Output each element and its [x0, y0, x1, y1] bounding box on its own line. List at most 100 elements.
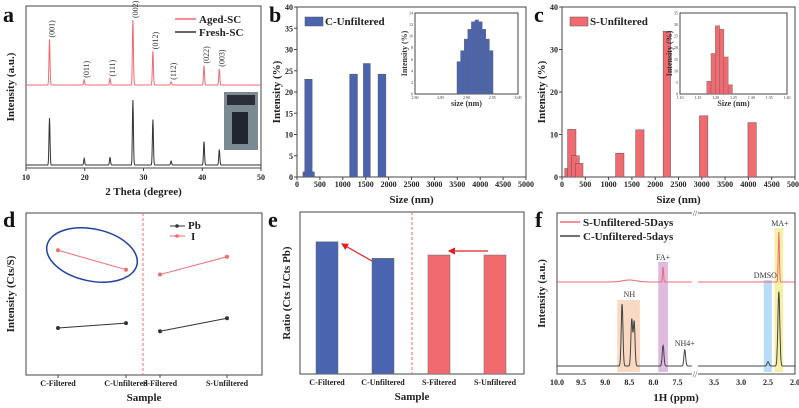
legend-label-c: C-Unfiltered-5days: [583, 231, 674, 243]
inset-y-tick-label-c: 5: [676, 80, 678, 85]
series-c-unfiltered: [698, 291, 795, 367]
bar-c: [747, 122, 757, 178]
inset-bar-b: [489, 50, 494, 95]
plot-frame-d: [25, 212, 263, 376]
inset-y-tick-label-b: 4: [411, 68, 413, 73]
inset-bar-b: [485, 38, 490, 95]
inset-y-tick-label-c: 30: [674, 22, 678, 27]
plot-frame-c: [561, 6, 796, 178]
x-tick-label-e: S-Unfiltered: [474, 378, 517, 387]
inset-x-tick-label-c: 1.15: [694, 95, 701, 100]
inset-frame-c: [679, 12, 788, 95]
x-tick-label-b: 1500: [358, 180, 374, 189]
inset-y-tick-label-c: 25: [674, 34, 678, 39]
x-tick-label-c: 4000: [740, 180, 756, 189]
inset-bar-b: [463, 38, 468, 95]
y-axis-label-f: Intensity (a.u.): [536, 259, 548, 328]
bar-e: [427, 254, 451, 375]
point-I: [124, 267, 128, 272]
x-tick-label-a: 40: [198, 173, 206, 182]
bar-c: [635, 129, 645, 178]
panel-label-b: b: [269, 2, 281, 27]
bar-c: [575, 163, 584, 178]
inset-bar-b: [482, 29, 487, 95]
inset-photo-crystal: [232, 112, 248, 144]
point-I: [56, 248, 60, 253]
x-axis-label-f: 1H (ppm): [653, 392, 699, 404]
series-line-I: [57, 249, 127, 271]
x-tick-label-f: 3.5: [709, 378, 719, 387]
inset-y-tick-label-b: 2: [411, 80, 413, 85]
inset-x-tick-label-b: 3.00: [515, 95, 522, 100]
y-axis-label-b: Intensity (%): [271, 60, 283, 123]
peak-label-a: (022): [202, 46, 211, 64]
legend-label-pb: Pb: [188, 220, 201, 232]
bar-c: [615, 152, 625, 178]
bar-b: [363, 63, 371, 178]
legend-label-i: I: [191, 231, 195, 243]
x-axis-label-c: Size (nm): [656, 194, 701, 206]
y-tick-label-b: 10: [285, 131, 293, 140]
legend-label-fresh: Fresh-SC: [199, 27, 243, 39]
series-line-I: [159, 256, 228, 276]
x-tick-label-c: 5000: [787, 180, 799, 189]
inset-y-tick-label-b: 0: [411, 92, 413, 97]
series-line-Pb: [57, 322, 127, 329]
inset-y-tick-label-b: 12: [409, 22, 413, 27]
series-s-unfiltered: [557, 266, 692, 283]
y-axis-label-c: Intensity (%): [536, 60, 548, 123]
annotation-dmso: DMSO: [754, 271, 777, 280]
annotation-nh: N: [624, 290, 630, 299]
arrow-c: [340, 243, 373, 262]
bar-b: [349, 73, 358, 178]
annotation-fa: FA+: [656, 253, 671, 262]
x-tick-label-c: 1000: [601, 180, 617, 189]
series-s-unfiltered: [698, 231, 795, 283]
x-tick-label-b: 2500: [404, 180, 420, 189]
inset-bar-c: [710, 53, 716, 95]
x-tick-label-d: C-Unfiltered: [104, 379, 148, 388]
peak-label-a: (001): [48, 20, 57, 38]
series-aged-sc: [26, 19, 261, 86]
axis-break-bottom: //: [693, 370, 698, 379]
inset-bar-b: [474, 19, 479, 95]
y-tick-label-b: 0: [289, 173, 293, 182]
x-tick-label-a: 20: [81, 173, 89, 182]
series-line-Pb: [159, 317, 228, 332]
x-tick-label-c: 4500: [764, 180, 780, 189]
bar-e: [315, 241, 339, 375]
inset-photo-cap: [227, 95, 255, 105]
point-I: [225, 254, 229, 259]
y-axis-label-a: Intensity (a.u.): [5, 52, 17, 121]
inset-x-tick-label-b: 2.95: [489, 95, 496, 100]
x-tick-label-c: 2500: [671, 180, 687, 189]
legend-swatch-b: [304, 16, 324, 27]
x-tick-label-f: 2.0: [790, 378, 799, 387]
inset-bar-c: [723, 56, 729, 95]
inset-y-tick-label-b: 6: [411, 57, 413, 62]
y-tick-label-b: 25: [285, 67, 293, 76]
x-tick-label-b: 0: [295, 180, 299, 189]
x-tick-label-b: 3000: [426, 180, 442, 189]
point-Pb: [225, 316, 229, 321]
x-tick-label-f: 2.5: [763, 378, 773, 387]
inset-bar-b: [478, 21, 483, 95]
x-tick-label-c: 3500: [717, 180, 733, 189]
y-tick-label-c: 20: [550, 88, 558, 97]
y-axis-label-e: Ratio (Cts I/Cts Pb): [281, 246, 293, 340]
x-tick-label-d: C-Filtered: [40, 379, 76, 388]
bar-c: [699, 115, 709, 178]
x-tick-label-b: 1000: [335, 180, 351, 189]
bar-b: [307, 171, 315, 178]
x-tick-label-a: 50: [257, 173, 265, 182]
legend-label-s: S-Unfiltered-5Days: [583, 217, 674, 229]
panel-label-f: f: [535, 207, 543, 232]
band-fa: [658, 262, 668, 372]
inset-x-tick-label-c: 1.35: [766, 95, 773, 100]
inset-y-tick-label-c: 0: [676, 92, 678, 97]
y-tick-label-b: 30: [285, 46, 293, 55]
inset-bar-b: [467, 29, 472, 95]
legend-swatch-c: [569, 16, 589, 27]
x-tick-label-f: 9.5: [576, 378, 586, 387]
